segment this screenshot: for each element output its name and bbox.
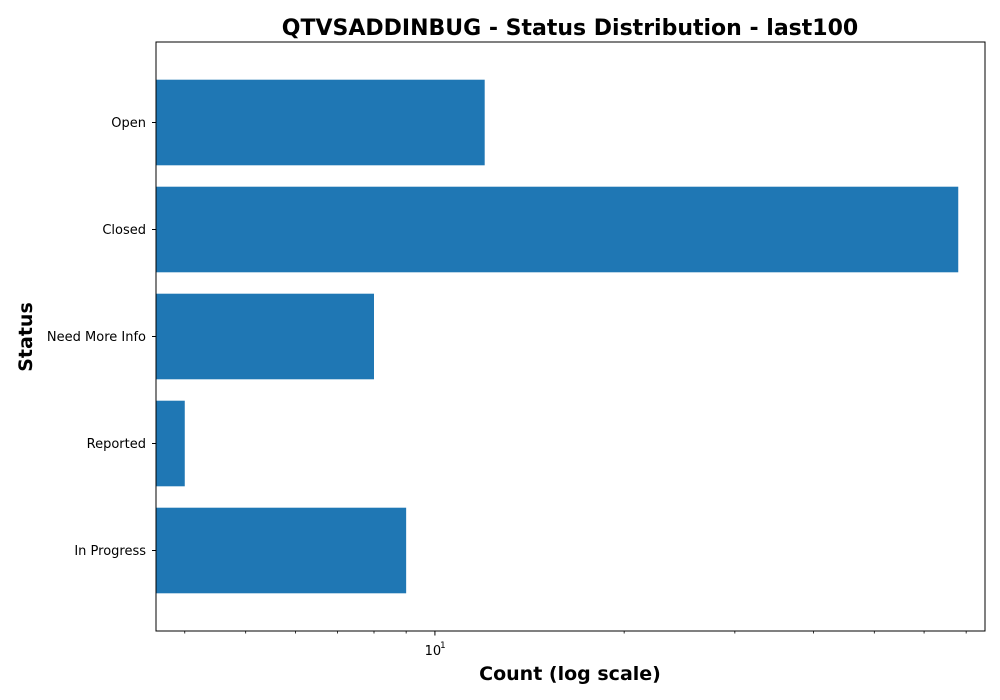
y-tick-label: Reported xyxy=(87,437,146,452)
y-tick-label: Open xyxy=(111,116,146,131)
y-tick-label: Need More Info xyxy=(47,330,146,345)
x-axis-ticks: 101 xyxy=(184,631,967,659)
bar-in-progress xyxy=(156,507,407,594)
x-tick-exponent: 1 xyxy=(440,641,446,651)
x-tick-label: 10 xyxy=(425,644,442,659)
x-axis-label: Count (log scale) xyxy=(479,663,661,685)
bar-need-more-info xyxy=(156,293,374,380)
bar-open xyxy=(156,79,485,166)
chart-title: QTVSADDINBUG - Status Distribution - las… xyxy=(282,16,858,41)
y-tick-label: Closed xyxy=(102,223,146,238)
bars-group xyxy=(156,79,959,594)
y-tick-label: In Progress xyxy=(74,544,146,559)
bar-closed xyxy=(156,186,959,273)
bar-reported xyxy=(156,400,185,487)
y-axis-ticks: Open Closed Need More Info Reported In Progr… xyxy=(47,116,156,559)
y-axis-label: Status xyxy=(15,302,37,372)
